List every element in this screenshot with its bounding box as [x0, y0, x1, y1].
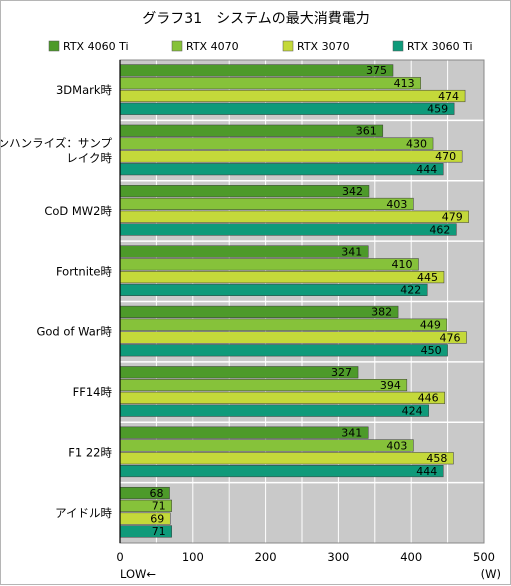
bar — [119, 366, 359, 379]
bar — [119, 124, 384, 137]
bar-value-label: 403 — [386, 198, 407, 211]
bar-value-label: 422 — [400, 284, 421, 297]
bar-value-label: 375 — [366, 64, 387, 77]
x-tick-label: 100 — [182, 550, 204, 564]
bar — [119, 426, 369, 439]
category-label: CoD MW2時 — [44, 204, 112, 218]
bar — [119, 210, 469, 223]
category-label: レイク時 — [66, 151, 112, 165]
bar-value-label: 446 — [418, 392, 439, 405]
bar-value-label: 459 — [427, 103, 448, 116]
bar — [119, 245, 369, 258]
category-label: Fortnite時 — [56, 264, 113, 278]
x-tick-label: 400 — [400, 550, 422, 564]
bar — [119, 258, 419, 271]
bar — [119, 163, 444, 176]
plot-area: 3754134744593614304704443424034794623414… — [119, 59, 485, 544]
bar-value-label: 71 — [152, 525, 166, 538]
bar-value-label: 403 — [386, 439, 407, 452]
x-tick-label: 500 — [473, 550, 495, 564]
bar-value-label: 341 — [341, 245, 362, 258]
bar-value-label: 449 — [420, 319, 441, 332]
bar-value-label: 470 — [435, 150, 456, 163]
bar-value-label: 71 — [152, 500, 166, 513]
legend-swatch — [48, 40, 60, 52]
bar — [119, 379, 408, 392]
x-tick-label: 300 — [327, 550, 349, 564]
category-label: FF14時 — [73, 385, 113, 399]
bar-value-label: 410 — [391, 258, 412, 271]
bar-value-label: 394 — [380, 379, 401, 392]
category-label: God of War時 — [36, 325, 112, 339]
bar — [119, 271, 445, 284]
bar — [119, 64, 394, 77]
bar-value-label: 342 — [342, 185, 363, 198]
bar-value-label: 479 — [442, 211, 463, 224]
bar-value-label: 361 — [356, 125, 377, 138]
category-label: アイドル時 — [55, 506, 112, 520]
bar-value-label: 430 — [406, 137, 427, 150]
bar — [119, 391, 445, 404]
bar — [119, 102, 455, 115]
x-tick-label: 0 — [116, 550, 123, 564]
bar — [119, 223, 457, 236]
bar — [119, 318, 448, 331]
bar — [119, 89, 466, 103]
bar-value-label: 424 — [402, 404, 423, 417]
bar-value-label: 327 — [331, 366, 352, 379]
bar — [119, 344, 448, 357]
legend-label: RTX 3060 Ti — [407, 40, 473, 53]
x-axis: 0 100 200 300 400 500 (W) LOW← — [116, 550, 501, 581]
bar-value-label: 413 — [394, 77, 415, 90]
bar — [119, 283, 428, 296]
bar — [119, 185, 370, 198]
category-label: F1 22時 — [68, 445, 112, 459]
bar-value-label: 382 — [371, 306, 392, 319]
bar-value-label: 462 — [429, 223, 450, 236]
bar-value-label: 69 — [150, 512, 164, 525]
bar-value-label: 458 — [426, 452, 447, 465]
bar — [119, 305, 399, 318]
bar — [119, 439, 414, 452]
x-tick-label: 200 — [255, 550, 277, 564]
bar-value-label: 450 — [421, 344, 442, 357]
bar — [119, 465, 444, 478]
bar — [119, 150, 463, 163]
bar — [119, 452, 454, 465]
legend: RTX 4060 Ti RTX 4070 RTX 3070 RTX 3060 Ti — [48, 40, 473, 53]
bar-value-label: 341 — [341, 426, 362, 439]
bar — [119, 197, 414, 210]
bar-value-label: 68 — [150, 487, 164, 500]
bar-value-label: 474 — [438, 90, 459, 103]
bar-value-label: 444 — [416, 465, 437, 478]
legend-swatch — [171, 40, 183, 52]
bar-value-label: 444 — [416, 163, 437, 176]
bar — [119, 331, 467, 344]
category-label: モンハンライズ：サンプ — [1, 136, 112, 150]
bar-value-label: 445 — [417, 271, 438, 284]
legend-swatch — [282, 40, 294, 52]
bar-value-label: 476 — [440, 331, 461, 344]
legend-swatch — [392, 40, 404, 52]
bar — [119, 77, 421, 90]
bar — [119, 404, 429, 417]
category-label: 3DMark時 — [56, 83, 113, 97]
x-axis-note: LOW← — [120, 567, 156, 581]
legend-label: RTX 3070 — [297, 40, 350, 53]
x-axis-unit: (W) — [481, 567, 501, 581]
chart-title: グラフ31 システムの最大消費電力 — [142, 11, 369, 27]
legend-label: RTX 4070 — [186, 40, 239, 53]
legend-label: RTX 4060 Ti — [63, 40, 129, 53]
bar — [119, 137, 434, 150]
